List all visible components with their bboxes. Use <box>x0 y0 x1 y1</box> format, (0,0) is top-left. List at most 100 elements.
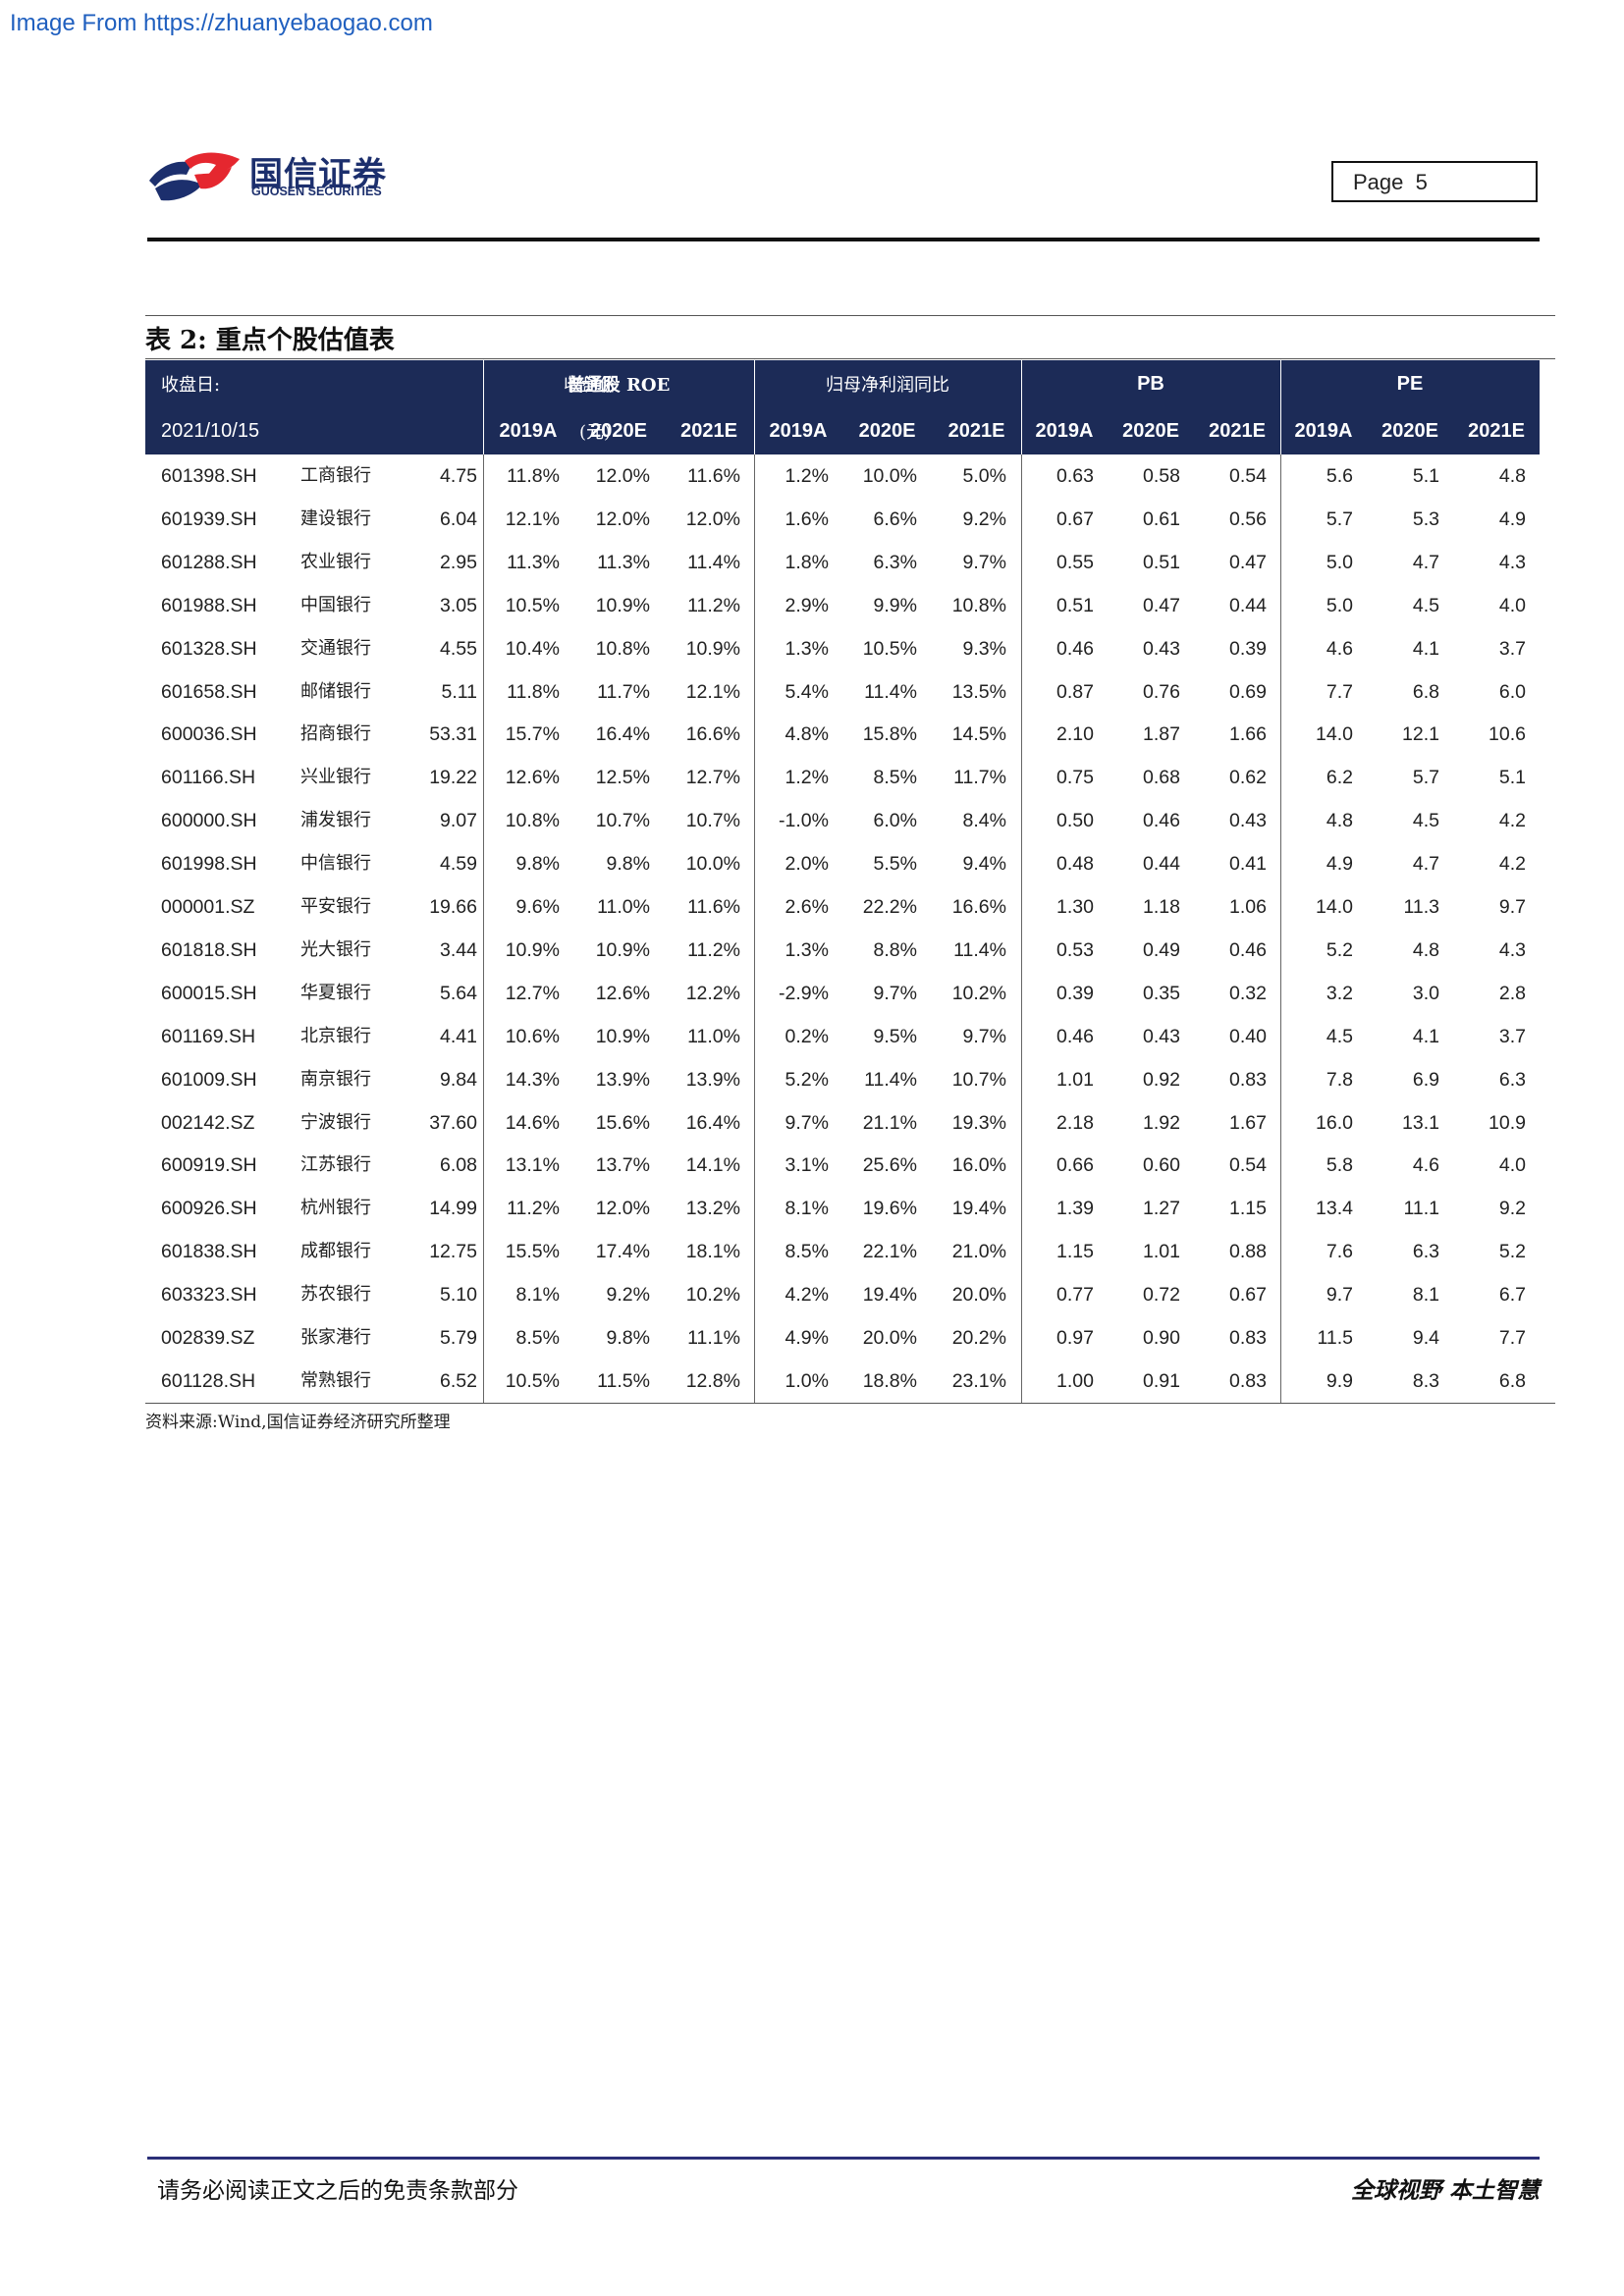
net-profit-yoy: 21.0% <box>951 1241 1006 1263</box>
table-row: 601818.SH 光大银行 3.44 10.9% 10.9% 11.2% 1.3% 8.8%… <box>145 929 1540 972</box>
roe-value: 14.1% <box>685 1154 740 1177</box>
pe-value: 6.8 <box>1412 680 1439 703</box>
close-price-label: 收盘价 <box>564 375 617 396</box>
net-profit-yoy: 13.5% <box>951 680 1006 703</box>
pe-value: 4.8 <box>1498 465 1526 487</box>
net-profit-yoy: 11.4% <box>953 938 1006 961</box>
pe-value: 5.8 <box>1326 1154 1353 1177</box>
source-link[interactable]: Image From https://zhuanyebaogao.com <box>10 10 433 36</box>
stock-code: 601818.SH <box>161 938 257 961</box>
pb-value: 0.91 <box>1143 1369 1180 1392</box>
page-number: 5 <box>1415 170 1428 194</box>
net-profit-yoy: 5.4% <box>785 680 829 703</box>
pe-value: 13.1 <box>1402 1111 1439 1134</box>
logo-text-en: GUOSEN SECURITIES <box>251 185 382 198</box>
close-price: 4.41 <box>440 1025 477 1047</box>
pe-value: 5.0 <box>1326 594 1353 616</box>
pb-value: 0.44 <box>1143 853 1180 876</box>
table-row: 603323.SH 苏农银行 5.10 8.1% 9.2% 10.2% 4.2% 19.4% 2… <box>145 1273 1540 1316</box>
pb-value: 0.43 <box>1143 1025 1180 1047</box>
table-row: 601939.SH 建设银行 6.04 12.1% 12.0% 12.0% 1.6% 6.6%… <box>145 498 1540 541</box>
pe-value: 11.1 <box>1403 1198 1439 1220</box>
roe-value: 11.5% <box>597 1369 650 1392</box>
roe-value: 15.6% <box>595 1111 650 1134</box>
roe-value: 18.1% <box>685 1241 740 1263</box>
table-row: 601288.SH 农业银行 2.95 11.3% 11.3% 11.4% 1.8% 6.3%… <box>145 541 1540 584</box>
roe-value: 10.9% <box>595 938 650 961</box>
table-title: 表 2: 重点个股估值表 <box>145 326 395 355</box>
close-price: 14.99 <box>429 1198 477 1220</box>
group-pb: PB <box>1137 372 1164 395</box>
roe-value: 15.5% <box>505 1241 560 1263</box>
net-profit-yoy: 20.0% <box>862 1327 917 1349</box>
pe-value: 14.0 <box>1316 896 1353 918</box>
pb-value: 0.39 <box>1056 982 1094 1004</box>
column-divider <box>1280 454 1281 1403</box>
pb-value: 0.44 <box>1229 594 1267 616</box>
net-profit-yoy: 9.9% <box>873 594 917 616</box>
pe-value: 5.7 <box>1412 767 1439 789</box>
table-row: 601169.SH 北京银行 4.41 10.6% 10.9% 11.0% 0.2% 9.5%… <box>145 1015 1540 1058</box>
pe-value: 4.1 <box>1412 1025 1439 1047</box>
pe-value: 6.2 <box>1326 767 1353 789</box>
stock-name: 成都银行 <box>300 1241 371 1262</box>
pe-value: 4.5 <box>1326 1025 1353 1047</box>
pe-value: 4.0 <box>1498 594 1526 616</box>
pe-value: 6.9 <box>1412 1068 1439 1091</box>
roe-value: 16.4% <box>595 723 650 746</box>
roe-value: 16.4% <box>685 1111 740 1134</box>
pb-value: 0.88 <box>1229 1241 1267 1263</box>
stock-code: 601166.SH <box>161 767 256 789</box>
group-pe: PE <box>1396 372 1424 395</box>
roe-value: 11.3% <box>597 551 650 573</box>
close-price: 6.04 <box>440 507 477 530</box>
pe-value: 6.3 <box>1412 1241 1439 1263</box>
roe-value: 11.0% <box>687 1025 740 1047</box>
pb-value: 0.92 <box>1143 1068 1180 1091</box>
roe-value: 12.0% <box>595 465 650 487</box>
net-profit-yoy: 21.1% <box>862 1111 917 1134</box>
net-profit-yoy: 1.3% <box>785 938 829 961</box>
stock-code: 601328.SH <box>161 637 257 660</box>
close-price: 2.95 <box>440 551 477 573</box>
pb-value: 1.18 <box>1143 896 1180 918</box>
roe-value: 11.8% <box>507 465 560 487</box>
year-header: 2020E <box>1122 419 1179 442</box>
roe-value: 10.5% <box>505 1369 560 1392</box>
net-profit-yoy: 25.6% <box>862 1154 917 1177</box>
roe-value: 15.7% <box>505 723 560 746</box>
pe-value: 6.0 <box>1498 680 1526 703</box>
pe-value: 7.7 <box>1498 1327 1526 1349</box>
pe-value: 4.2 <box>1498 853 1526 876</box>
net-profit-yoy: 1.2% <box>785 767 829 789</box>
pe-value: 8.3 <box>1412 1369 1439 1392</box>
header-divider <box>483 360 484 454</box>
net-profit-yoy: 9.7% <box>785 1111 829 1134</box>
net-profit-yoy: 4.8% <box>785 723 829 746</box>
net-profit-yoy: 9.7% <box>962 551 1006 573</box>
stock-name: 杭州银行 <box>300 1198 371 1219</box>
stock-code: 601009.SH <box>161 1068 257 1091</box>
pe-value: 3.0 <box>1412 982 1439 1004</box>
roe-value: 12.0% <box>595 507 650 530</box>
net-profit-yoy: 14.5% <box>951 723 1006 746</box>
net-profit-yoy: 11.7% <box>953 767 1006 789</box>
pb-value: 0.60 <box>1143 1154 1180 1177</box>
pb-value: 0.56 <box>1229 507 1267 530</box>
pb-value: 0.68 <box>1143 767 1180 789</box>
title-rule-bottom <box>145 358 1555 359</box>
net-profit-yoy: 10.0% <box>862 465 917 487</box>
footer-slogan: 全球视野 本土智慧 <box>1350 2177 1540 2204</box>
pb-value: 0.87 <box>1056 680 1094 703</box>
year-header: 2020E <box>858 419 916 442</box>
stock-code: 601398.SH <box>161 465 257 487</box>
pe-value: 3.7 <box>1498 1025 1526 1047</box>
pb-value: 0.46 <box>1229 938 1267 961</box>
net-profit-yoy: 8.5% <box>873 767 917 789</box>
net-profit-yoy: 1.6% <box>785 507 829 530</box>
roe-value: 11.4% <box>687 551 740 573</box>
net-profit-yoy: 8.1% <box>785 1198 829 1220</box>
pe-value: 16.0 <box>1316 1111 1353 1134</box>
pe-value: 6.8 <box>1498 1369 1526 1392</box>
net-profit-yoy: 22.1% <box>862 1241 917 1263</box>
